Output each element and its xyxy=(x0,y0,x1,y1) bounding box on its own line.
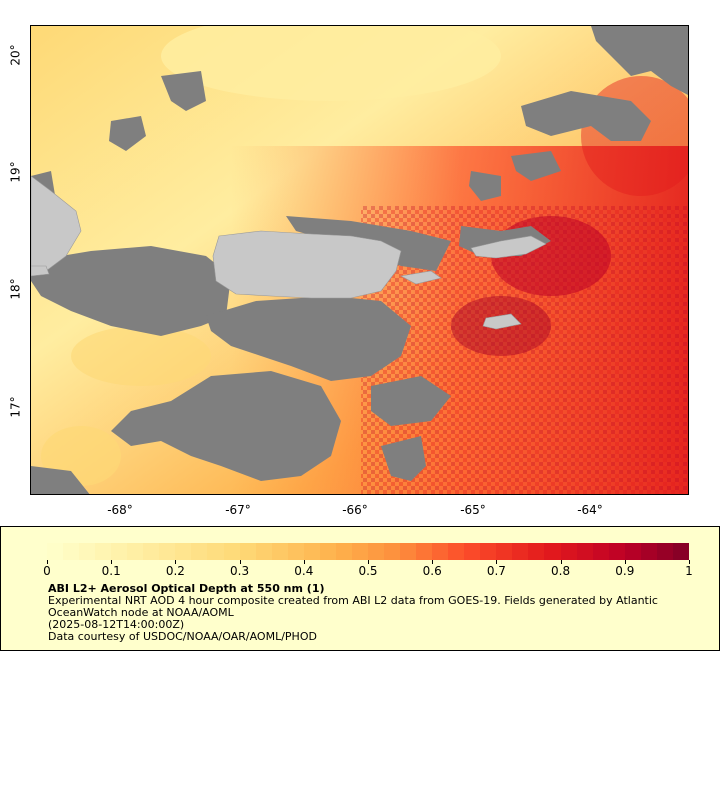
colorbar-label: 0.1 xyxy=(101,564,121,578)
colorbar-swatch xyxy=(47,543,64,560)
colorbar-tick xyxy=(560,560,562,564)
colorbar-swatch xyxy=(592,543,609,560)
colorbar xyxy=(47,543,689,560)
y-tick-label: 17° xyxy=(9,396,23,418)
colorbar-swatch xyxy=(255,543,272,560)
colorbar-swatch xyxy=(367,543,384,560)
colorbar-tick xyxy=(239,560,241,564)
vieques-land xyxy=(400,270,442,285)
aod-map xyxy=(30,25,689,495)
colorbar-swatch xyxy=(512,543,529,560)
colorbar-swatch xyxy=(624,543,641,560)
colorbar-label: 0.5 xyxy=(358,564,378,578)
colorbar-swatch xyxy=(95,543,112,560)
y-tick-label: 20° xyxy=(9,44,23,66)
colorbar-tick xyxy=(303,560,305,564)
colorbar-swatch xyxy=(175,543,192,560)
y-tick-label: 18° xyxy=(9,278,23,300)
colorbar-swatch xyxy=(560,543,577,560)
x-tick-label: -64° xyxy=(577,503,603,517)
colorbar-swatch xyxy=(303,543,320,560)
colorbar-label: 0.2 xyxy=(165,564,185,578)
legend-timestamp: (2025-08-12T14:00:00Z) xyxy=(48,618,185,631)
colorbar-swatch xyxy=(432,543,449,560)
colorbar-label: 0.9 xyxy=(615,564,635,578)
colorbar-swatch xyxy=(271,543,288,560)
colorbar-swatch xyxy=(351,543,368,560)
colorbar-label: 0 xyxy=(43,564,51,578)
colorbar-label: 0.4 xyxy=(294,564,314,578)
colorbar-swatch xyxy=(111,543,128,560)
colorbar-swatch xyxy=(223,543,240,560)
colorbar-swatch xyxy=(576,543,593,560)
colorbar-label: 0.8 xyxy=(551,564,571,578)
aod-low-patch-2 xyxy=(71,326,211,386)
x-tick-label: -67° xyxy=(225,503,251,517)
colorbar-swatch xyxy=(319,543,336,560)
colorbar-tick xyxy=(496,560,498,564)
puerto-rico-land xyxy=(212,230,402,299)
legend-text: ABI L2+ Aerosol Optical Depth at 550 nm … xyxy=(48,583,698,643)
x-tick-label: -66° xyxy=(342,503,368,517)
colorbar-swatch xyxy=(480,543,497,560)
colorbar-swatch xyxy=(656,543,673,560)
virgin-islands-land xyxy=(470,235,547,259)
colorbar-swatch xyxy=(79,543,96,560)
legend-credit: Data courtesy of USDOC/NOAA/OAR/AOML/PHO… xyxy=(48,630,317,643)
colorbar-tick xyxy=(368,560,369,564)
colorbar-swatch xyxy=(127,543,144,560)
x-tick-label: -68° xyxy=(107,503,133,517)
legend-description: Experimental NRT AOD 4 hour composite cr… xyxy=(48,594,658,619)
land-regions xyxy=(31,175,547,330)
aod-low-patch xyxy=(161,26,501,101)
colorbar-swatch xyxy=(608,543,625,560)
colorbar-label: 0.3 xyxy=(230,564,250,578)
colorbar-tick xyxy=(689,560,690,564)
colorbar-swatch xyxy=(335,543,352,560)
colorbar-tick xyxy=(111,560,113,564)
map-canvas xyxy=(31,26,688,494)
legend-title: ABI L2+ Aerosol Optical Depth at 550 nm … xyxy=(48,582,325,595)
colorbar-label: 1 xyxy=(685,564,693,578)
colorbar-swatch xyxy=(383,543,401,560)
colorbar-swatch xyxy=(496,543,513,560)
colorbar-label: 0.6 xyxy=(422,564,442,578)
colorbar-label: 0.7 xyxy=(486,564,506,578)
st-croix-land xyxy=(482,313,522,330)
x-tick-label: -65° xyxy=(460,503,486,517)
colorbar-swatch xyxy=(544,543,561,560)
colorbar-swatch xyxy=(400,543,417,560)
colorbar-swatch xyxy=(143,543,160,560)
colorbar-swatch xyxy=(63,543,80,560)
colorbar-swatch xyxy=(191,543,208,560)
colorbar-swatch xyxy=(640,543,657,560)
colorbar-swatch xyxy=(464,543,481,560)
colorbar-tick xyxy=(47,560,48,564)
colorbar-tick xyxy=(175,560,177,564)
colorbar-swatch xyxy=(207,543,224,560)
colorbar-swatch xyxy=(416,543,433,560)
colorbar-swatch xyxy=(528,543,545,560)
colorbar-swatch xyxy=(448,543,465,560)
colorbar-tick xyxy=(432,560,434,564)
colorbar-swatch xyxy=(672,543,689,560)
colorbar-swatch xyxy=(159,543,176,560)
colorbar-swatch xyxy=(239,543,256,560)
mona-land xyxy=(31,265,50,277)
colorbar-swatch xyxy=(287,543,304,560)
y-tick-label: 19° xyxy=(9,161,23,183)
colorbar-tick xyxy=(624,560,626,564)
